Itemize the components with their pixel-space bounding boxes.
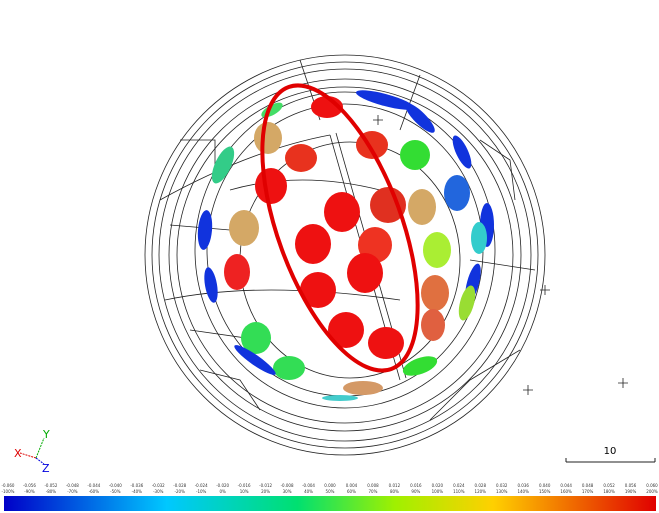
colorbar-value: -0.060 xyxy=(2,483,15,488)
colorbar-percent: 190% xyxy=(625,489,637,494)
colorbar-percent: 70% xyxy=(368,489,377,494)
colorbar-value: -0.012 xyxy=(259,483,272,488)
colorbar-labels: -0.060 -0.056 -0.052 -0.048 -0.044 -0.040 -0.0… xyxy=(2,483,659,494)
colorbar-percent: 110% xyxy=(453,489,465,494)
contour-blob xyxy=(444,175,470,211)
colorbar-value: -0.028 xyxy=(173,483,186,488)
contour-blob xyxy=(471,222,487,254)
colorbar-value: -0.044 xyxy=(87,483,100,488)
colorbar-percent: 140% xyxy=(517,489,529,494)
colorbar-percent: -30% xyxy=(153,489,164,494)
y-label: Y xyxy=(42,428,50,441)
colorbar-value: 0.032 xyxy=(496,483,508,488)
colorbar-value: 0.040 xyxy=(539,483,551,488)
colorbar-percent: 120% xyxy=(475,489,487,494)
colorbar-value: -0.020 xyxy=(216,483,229,488)
contour-blob xyxy=(324,192,360,232)
colorbar-percent: 50% xyxy=(326,489,335,494)
colorbar-value: 0.004 xyxy=(346,483,358,488)
colorbar-value: -0.036 xyxy=(130,483,143,488)
colorbar-value: -0.052 xyxy=(44,483,57,488)
y-axis xyxy=(36,438,44,458)
contour-blob xyxy=(421,309,445,341)
colorbar-value: 0.052 xyxy=(603,483,615,488)
colorbar-value: 0.060 xyxy=(646,483,658,488)
colorbar-percent: 200% xyxy=(646,489,658,494)
colorbar-percent: 10% xyxy=(240,489,249,494)
contour-blob xyxy=(254,122,282,154)
contour-blob xyxy=(285,144,317,172)
colorbar-value: -0.032 xyxy=(152,483,165,488)
colorbar-value: 0.000 xyxy=(324,483,336,488)
contour-blob xyxy=(408,189,436,225)
colorbar-value: 0.008 xyxy=(367,483,379,488)
x-label: X xyxy=(14,447,22,460)
colorbar-value: -0.016 xyxy=(238,483,251,488)
colorbar-percent: -80% xyxy=(46,489,57,494)
contour-blob xyxy=(224,254,250,290)
contour-blob xyxy=(423,232,451,268)
colorbar-percent: 20% xyxy=(261,489,270,494)
colorbar-percent: -10% xyxy=(196,489,207,494)
colorbar-percent: 160% xyxy=(560,489,572,494)
scale-bar: 10 xyxy=(566,446,655,462)
colorbar-value: -0.024 xyxy=(195,483,208,488)
contour-blob xyxy=(273,356,305,380)
colorbar-percent: -20% xyxy=(175,489,186,494)
colorbar-percent: 80% xyxy=(390,489,399,494)
contour-blob xyxy=(255,168,287,204)
x-axis xyxy=(20,453,36,458)
contour-blob xyxy=(207,143,238,186)
colorbar-value: -0.040 xyxy=(109,483,122,488)
contour-blob xyxy=(368,327,404,359)
contour-blob xyxy=(322,395,358,401)
colorbar-percent: 170% xyxy=(582,489,594,494)
colorbar-value: 0.048 xyxy=(582,483,594,488)
colorbar-percent: -50% xyxy=(110,489,121,494)
contour-blob xyxy=(343,381,383,395)
colorbar-value: 0.056 xyxy=(625,483,637,488)
colorbar-value: 0.044 xyxy=(560,483,572,488)
contour-blob xyxy=(295,224,331,264)
contour-blob xyxy=(202,266,220,304)
colorbar-percent: 130% xyxy=(496,489,508,494)
colorbar-value: -0.004 xyxy=(302,483,315,488)
contour-blob xyxy=(421,275,449,311)
colorbar-value: 0.012 xyxy=(389,483,401,488)
colorbar-percent: 0% xyxy=(219,489,226,494)
colorbar-value: 0.020 xyxy=(432,483,444,488)
colorbar xyxy=(4,496,656,511)
colorbar-value: -0.048 xyxy=(66,483,79,488)
viewport: X Y Z 10 -0.060-0.056-0.052-0.048-0.044-… xyxy=(0,0,659,513)
colorbar-percent: 60% xyxy=(347,489,356,494)
colorbar-value: 0.036 xyxy=(517,483,529,488)
colorbar-percent: 100% xyxy=(432,489,444,494)
colorbar-percent: -60% xyxy=(89,489,100,494)
colorbar-percent: -70% xyxy=(67,489,78,494)
colorbar-value: -0.056 xyxy=(23,483,36,488)
colorbar-percent: -90% xyxy=(24,489,35,494)
colorbar-percent: -40% xyxy=(132,489,143,494)
contour-blob xyxy=(400,140,430,170)
axes-triad: X Y Z xyxy=(14,428,50,475)
contour-blob xyxy=(449,133,475,171)
colorbar-percent: 30% xyxy=(283,489,292,494)
contour-blob xyxy=(347,253,383,293)
colorbar-percent: -100% xyxy=(2,489,15,494)
colorbar-value: 0.028 xyxy=(475,483,487,488)
colorbar-value: 0.016 xyxy=(410,483,422,488)
colorbar-percent: 180% xyxy=(603,489,615,494)
contour-blob xyxy=(402,100,439,137)
colorbar-value: -0.008 xyxy=(281,483,294,488)
contour-blob xyxy=(229,210,259,246)
colorbar-value: 0.024 xyxy=(453,483,465,488)
colorbar-percent: 90% xyxy=(411,489,420,494)
colorbar-percent: 40% xyxy=(304,489,313,494)
scale-label: 10 xyxy=(604,446,617,457)
colorbar-percent: 150% xyxy=(539,489,551,494)
z-label: Z xyxy=(42,462,50,475)
